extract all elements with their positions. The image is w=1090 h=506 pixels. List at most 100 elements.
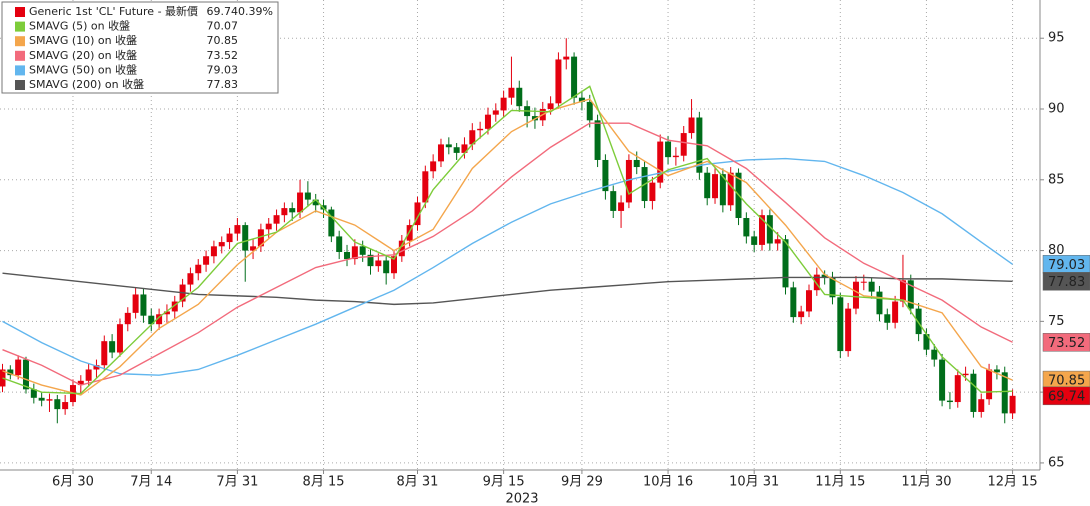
- candle-body: [148, 315, 155, 325]
- candle-body: [712, 174, 719, 199]
- candle-body: [563, 56, 570, 60]
- candle-body: [555, 59, 562, 104]
- ma-line: [2, 98, 1013, 396]
- x-tick-label: 9月 15: [483, 475, 525, 490]
- candle-body: [719, 174, 726, 206]
- x-tick-label: 6月 30: [52, 475, 94, 490]
- candle-body: [868, 281, 875, 292]
- candle-body: [845, 308, 852, 352]
- x-tick-label: 9月 29: [561, 475, 603, 490]
- candle-body: [884, 314, 891, 323]
- value-tag: [1042, 272, 1090, 291]
- candle-body: [1001, 372, 1008, 414]
- candle-body: [657, 141, 664, 183]
- value-tag-label: 79.03: [1048, 258, 1085, 273]
- candle-body: [312, 199, 319, 206]
- candle-body: [234, 225, 241, 234]
- candle-body: [437, 144, 444, 162]
- x-tick-label: 7月 14: [130, 475, 172, 490]
- legend: Generic 1st 'CL' Future - 最新價 69.74 0.39% S…: [1, 1, 279, 94]
- candle-body: [406, 225, 413, 241]
- candle-body: [304, 192, 311, 200]
- candle-body: [837, 297, 844, 352]
- candle-body: [195, 264, 202, 274]
- candle-body: [46, 399, 53, 401]
- candle-body: [813, 274, 820, 291]
- candle-body: [453, 147, 460, 153]
- candle-body: [54, 399, 61, 410]
- candle-body: [665, 141, 672, 158]
- legend-value: 79.03: [207, 63, 239, 76]
- y-tick-label: 75: [1048, 314, 1065, 329]
- candle-body: [171, 301, 178, 312]
- candle-body: [62, 402, 69, 410]
- candle-body: [289, 208, 296, 213]
- candle-body: [430, 161, 437, 172]
- candle-body: [351, 246, 358, 260]
- candle-body: [492, 110, 499, 115]
- candle-body: [571, 56, 578, 98]
- legend-value: 70.07: [207, 20, 239, 33]
- value-tag: [1042, 333, 1090, 352]
- candle-body: [336, 236, 343, 252]
- candle-body: [931, 349, 938, 360]
- y-tick-label: 65: [1048, 455, 1065, 470]
- y-tick-label: 85: [1048, 172, 1065, 187]
- candle-body: [124, 312, 131, 325]
- legend-label: SMAVG (20) on 收盤: [29, 48, 137, 62]
- legend-label: SMAVG (200) on 收盤: [29, 77, 144, 91]
- x-tick-label: 12月 15: [987, 475, 1037, 490]
- candle-body: [790, 287, 797, 318]
- candle-body: [383, 260, 390, 274]
- candle-body: [30, 389, 37, 398]
- candle-body: [852, 281, 859, 309]
- x-tick-label: 8月 31: [397, 475, 439, 490]
- candle-body: [821, 274, 828, 278]
- candle-body: [586, 101, 593, 121]
- candle-body: [101, 341, 108, 366]
- candle-body: [516, 87, 523, 107]
- candle-body: [273, 215, 280, 224]
- candle-body: [946, 400, 953, 403]
- legend-label: Generic 1st 'CL' Future - 最新價: [29, 4, 198, 18]
- candle-body: [414, 202, 421, 226]
- legend-value: 69.74: [207, 5, 239, 18]
- candle-body: [751, 236, 758, 245]
- legend-swatch: [15, 50, 25, 61]
- candle-body: [187, 273, 194, 285]
- candle-body: [210, 246, 217, 257]
- candle-body: [22, 359, 29, 390]
- candle-body: [469, 130, 476, 145]
- candle-body: [265, 223, 272, 230]
- legend-box: [1, 1, 279, 94]
- candle-body: [93, 365, 100, 370]
- candle-body: [688, 117, 695, 134]
- candle-body: [391, 256, 397, 274]
- candle-body: [344, 251, 351, 260]
- candle-body: [892, 301, 899, 323]
- candle-body: [77, 380, 84, 386]
- candle-body: [962, 373, 969, 376]
- candle-body: [633, 159, 640, 168]
- candle-body: [1009, 395, 1016, 414]
- ma-line: [2, 272, 1013, 306]
- candle-body: [461, 144, 468, 153]
- candle-body: [359, 246, 366, 255]
- candle-body: [625, 159, 632, 203]
- candle-body: [672, 155, 679, 158]
- value-tag-label: 73.52: [1048, 336, 1085, 351]
- candle-body: [297, 192, 304, 213]
- candle-body: [445, 144, 452, 148]
- candle-body: [203, 256, 210, 265]
- candle-body: [805, 290, 812, 312]
- candle-body: [649, 182, 656, 202]
- legend-label: SMAVG (5) on 收盤: [29, 19, 130, 33]
- legend-value: 77.83: [207, 78, 239, 91]
- legend-value: 70.85: [207, 34, 239, 47]
- candle-body: [218, 242, 225, 247]
- candle-body: [798, 311, 805, 318]
- candle-body: [578, 97, 585, 102]
- candle-body: [163, 311, 170, 315]
- candle-body: [257, 229, 264, 247]
- candle-body: [140, 294, 147, 316]
